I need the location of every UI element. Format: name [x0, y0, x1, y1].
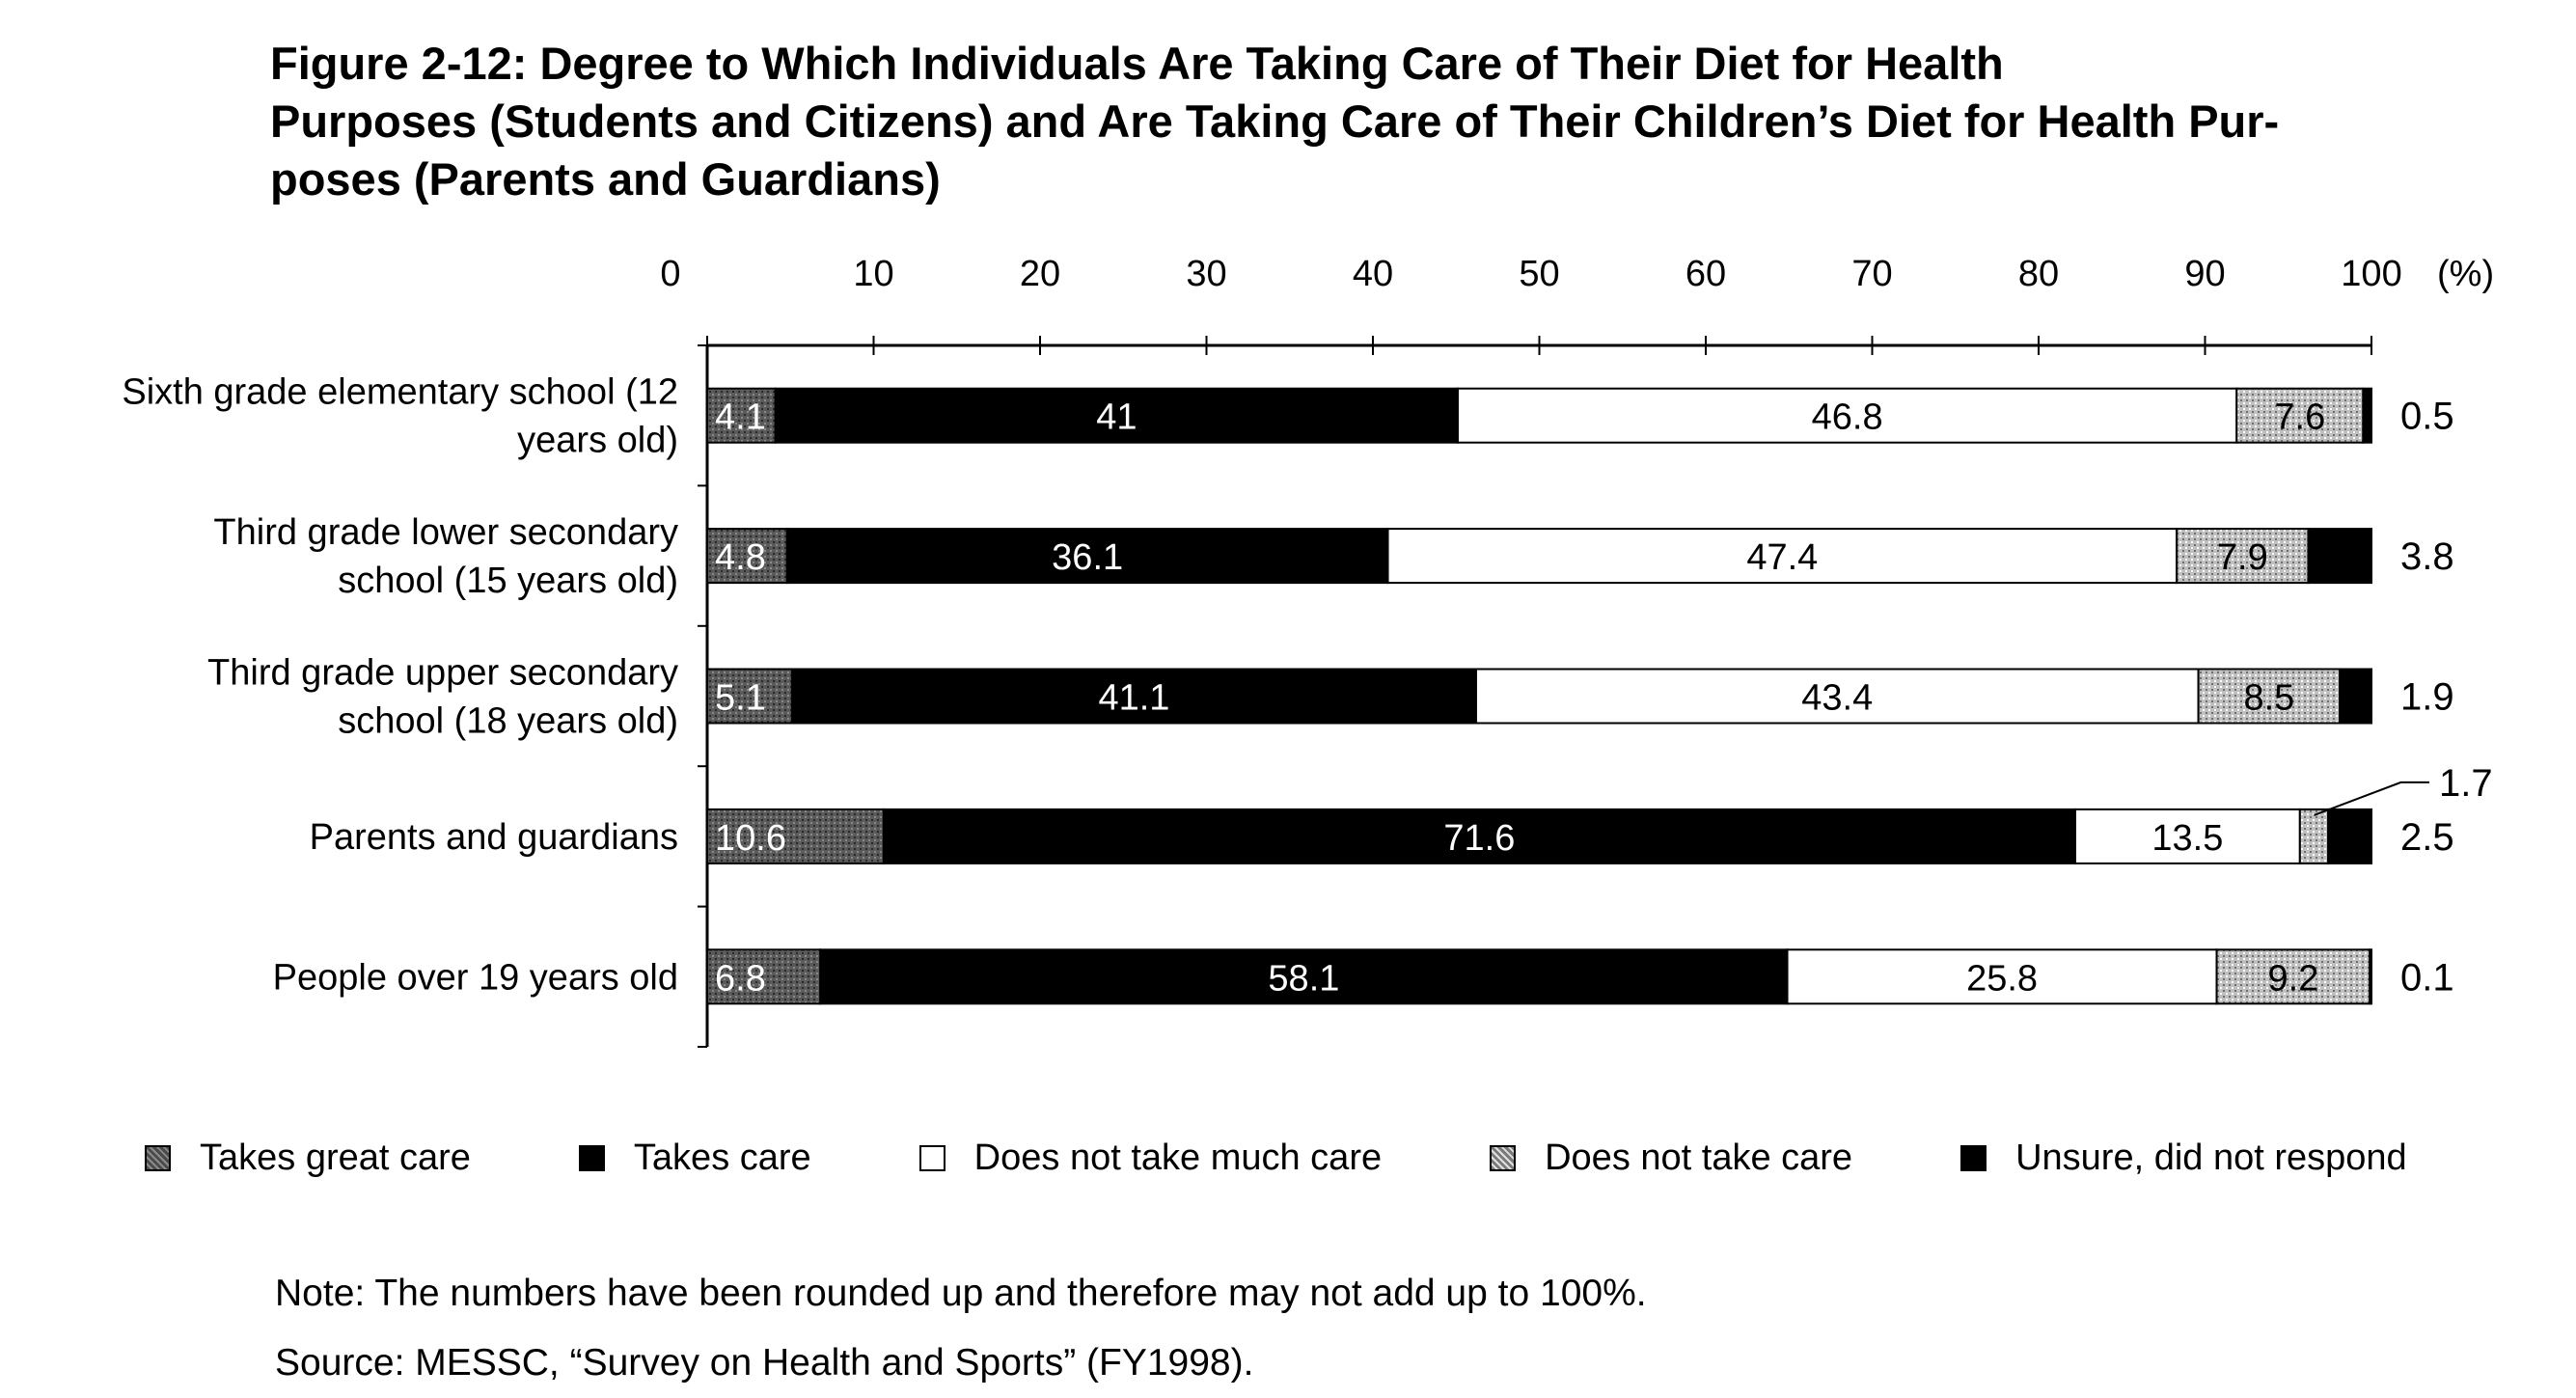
bar-segment: [2197, 668, 2342, 725]
bar-segment: [774, 387, 1459, 444]
legend-item: Takes care: [578, 1137, 811, 1179]
category-label: Third grade upper secondary: [207, 653, 678, 694]
bar-segment: [1786, 948, 2218, 1005]
data-label: 2.5: [2400, 816, 2454, 859]
category-label: Sixth grade elementary school (12: [122, 372, 678, 413]
note-text: Note: The numbers have been rounded up a…: [275, 1273, 1647, 1314]
chart-title: Figure 2-12: Degree to Which Individuals…: [270, 35, 2489, 208]
title-line-2: Purposes (Students and Citizens) and Are…: [270, 96, 2280, 147]
bar-segment: [790, 668, 1477, 725]
data-label: 47.4: [1746, 537, 1818, 578]
data-label: 6.8: [715, 958, 766, 999]
legend-label: Does not take much care: [973, 1137, 1383, 1178]
data-label: 9.2: [2268, 958, 2319, 999]
legend-label: Takes great care: [200, 1137, 471, 1178]
source-text: Source: MESSC, “Survey on Health and Spo…: [275, 1342, 1254, 1384]
data-label: 58.1: [1268, 958, 1339, 999]
data-label: 4.1: [715, 397, 766, 438]
callout-line: [2314, 781, 2429, 816]
data-label: 3.8: [2400, 535, 2454, 578]
bar-segment: [1456, 387, 2238, 444]
bar-segment: [785, 528, 1389, 585]
legend-swatch: [918, 1144, 945, 1171]
bar-segment: [819, 948, 1789, 1005]
legend-item: Does not take much care: [918, 1137, 1383, 1179]
x-tick-label: 100: [2341, 254, 2401, 294]
bar-segment: [2369, 948, 2372, 1005]
legend-item: Unsure, did not respond: [1960, 1138, 2407, 1179]
x-unit-label: (%): [2437, 254, 2494, 294]
bar-segment: [2073, 808, 2301, 864]
x-tick-label: 70: [1851, 254, 1892, 294]
data-label: 4.8: [715, 537, 766, 578]
bar-segment: [2362, 387, 2372, 444]
legend-swatch: [1960, 1144, 1987, 1171]
bar-segment: [2215, 948, 2371, 1005]
x-tick-label: 80: [2018, 254, 2059, 294]
x-tick-label: 0: [660, 254, 680, 294]
data-label: 0.1: [2400, 956, 2454, 999]
bars-layer: [706, 387, 2373, 1005]
axis-layer: [698, 336, 2372, 1048]
legend-item: Takes great care: [145, 1138, 471, 1179]
bar-segment: [2327, 808, 2372, 864]
data-label: 41: [1096, 397, 1137, 438]
legend-swatch: [145, 1144, 171, 1171]
category-label: years old): [517, 421, 678, 461]
bar-segment: [2307, 528, 2372, 585]
data-label: 8.5: [2243, 678, 2294, 719]
data-label: 13.5: [2151, 818, 2223, 859]
x-tick-label: 50: [1519, 254, 1559, 294]
data-label: 25.8: [1966, 958, 2038, 999]
data-label: 7.9: [2217, 537, 2268, 578]
bar-segment: [706, 387, 777, 444]
x-tick-label: 10: [853, 254, 893, 294]
x-tick-label: 30: [1186, 254, 1226, 294]
data-label: 1.9: [2400, 676, 2454, 719]
category-label: school (18 years old): [338, 701, 678, 742]
title-line-1: Figure 2-12: Degree to Which Individuals…: [270, 38, 2004, 89]
data-label: 7.6: [2274, 397, 2325, 438]
legend: Takes great care Takes care Does not take …: [145, 1124, 2515, 1192]
legend-label: Unsure, did not respond: [2015, 1137, 2407, 1178]
data-label: 10.6: [715, 818, 786, 859]
data-label: 71.6: [1443, 818, 1515, 859]
category-label: People over 19 years old: [273, 957, 678, 998]
legend-label: Does not take care: [1545, 1137, 1853, 1178]
bar-segment: [706, 948, 822, 1005]
labels-layer: 0 10 20 30 40 50 60 70 80 90 100 (%) Sixth grade ele…: [122, 254, 2494, 999]
bar-segment: [2339, 668, 2373, 725]
category-label: Third grade lower secondary: [213, 512, 678, 553]
data-label: 1.7: [2439, 762, 2493, 805]
bar-segment: [1386, 528, 2179, 585]
bar-segment: [2298, 808, 2330, 864]
data-label: 36.1: [1052, 537, 1123, 578]
bar-segment: [1474, 668, 2200, 725]
legend-swatch: [1490, 1144, 1517, 1171]
category-label: Parents and guardians: [310, 817, 678, 858]
bar-segment: [706, 808, 885, 864]
legend-swatch: [578, 1144, 605, 1171]
x-tick-label: 90: [2184, 254, 2225, 294]
data-label: 5.1: [715, 678, 766, 719]
data-label: 0.5: [2400, 396, 2454, 438]
x-tick-label: 20: [1020, 254, 1060, 294]
legend-label: Takes care: [633, 1137, 811, 1178]
x-tick-label: 60: [1685, 254, 1726, 294]
bar-segment: [2176, 528, 2310, 585]
data-label: 41.1: [1098, 678, 1169, 719]
x-tick-label: 40: [1353, 254, 1393, 294]
category-label: school (15 years old): [338, 561, 678, 601]
bar-segment: [2235, 387, 2365, 444]
bar-segment: [706, 668, 793, 725]
data-label: 43.4: [1801, 678, 1873, 719]
data-label: 46.8: [1812, 397, 1883, 438]
notes: Note: The numbers have been rounded up a…: [275, 1259, 1647, 1398]
legend-item: Does not take care: [1490, 1138, 1852, 1179]
title-line-3: poses (Parents and Guardians): [270, 153, 941, 205]
